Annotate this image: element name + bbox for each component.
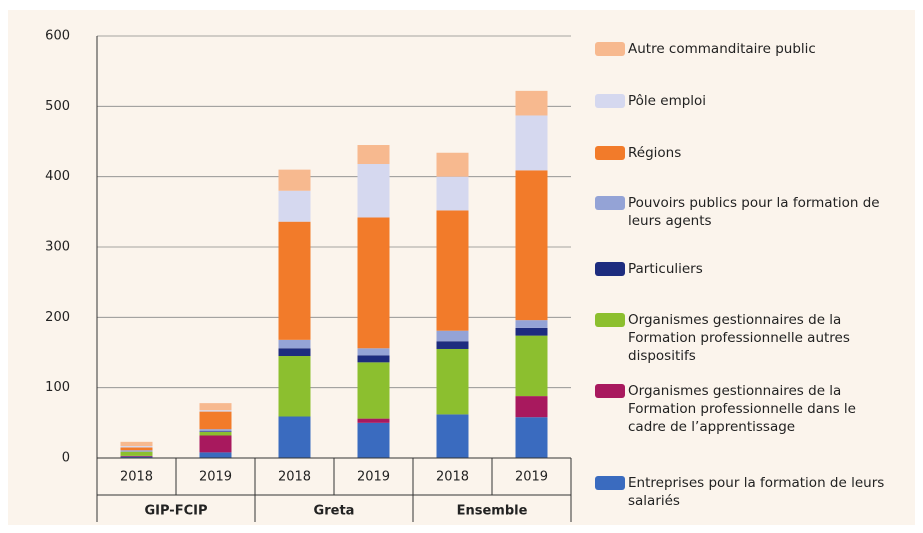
bar-segment: [357, 355, 390, 363]
bar-segment: [515, 327, 548, 336]
bar-segment: [436, 152, 469, 177]
legend-swatch: [595, 196, 625, 210]
legend-swatch: [595, 313, 625, 327]
x-tick-label: 2019: [515, 470, 548, 485]
x-tick-label: 2018: [120, 470, 153, 485]
y-tick-label: 500: [45, 99, 70, 114]
bar-segment: [120, 441, 153, 447]
x-tick-label: 2018: [278, 470, 311, 485]
legend-swatch: [595, 42, 625, 56]
group-label: GIP-FCIP: [145, 504, 208, 519]
bar-segment: [515, 396, 548, 418]
bar-segment: [515, 115, 548, 171]
x-tick-label: 2018: [436, 470, 469, 485]
bar-segment: [199, 431, 232, 436]
x-tick-label: 2019: [357, 470, 390, 485]
legend-label: Organismes gestionnaires de la Formation…: [628, 383, 856, 435]
legend-label: Particuliers: [628, 261, 703, 277]
y-tick-label: 400: [45, 169, 70, 184]
legend-swatch: [595, 476, 625, 490]
bar-segment: [120, 447, 153, 451]
bar-segment: [278, 416, 311, 458]
legend-label: Entreprises pour la formation de leurs s…: [628, 475, 885, 509]
bar-segment: [357, 164, 390, 218]
bar-segment: [357, 362, 390, 419]
bar-segment: [436, 210, 469, 331]
y-tick-label: 100: [45, 380, 70, 395]
bar-segment: [278, 221, 311, 340]
bar-segment: [120, 451, 153, 456]
legend-label: Autre commanditaire public: [628, 41, 816, 57]
y-tick-label: 600: [45, 29, 70, 44]
bar-segment: [515, 170, 548, 321]
bar-segment: [436, 176, 469, 211]
bar-segment: [278, 339, 311, 349]
bar-segment: [357, 145, 390, 165]
y-tick-label: 0: [62, 451, 70, 466]
bar-segment: [357, 348, 390, 356]
bar-segment: [278, 169, 311, 191]
legend-swatch: [595, 262, 625, 276]
bar-segment: [199, 403, 232, 411]
legend-label: Pouvoirs publics pour la formation de le…: [628, 195, 880, 229]
bar-segment: [199, 410, 232, 412]
bar-segment: [515, 417, 548, 458]
bar-segment: [120, 450, 153, 452]
x-tick-label: 2019: [199, 470, 232, 485]
bar-segment: [357, 418, 390, 423]
y-tick-label: 200: [45, 310, 70, 325]
legend-label: Pôle emploi: [628, 93, 707, 109]
bar-segment: [199, 431, 232, 432]
bar-segment: [357, 422, 390, 458]
bar-segment: [436, 330, 469, 342]
bar-segment: [515, 335, 548, 397]
bar-segment: [120, 455, 153, 457]
bar-segment: [436, 348, 469, 415]
bar-segment: [199, 411, 232, 430]
bar-segment: [278, 190, 311, 222]
bar-segment: [199, 435, 232, 453]
legend-label: Régions: [628, 145, 682, 161]
group-label: Greta: [314, 504, 355, 519]
group-label: Ensemble: [457, 504, 528, 519]
legend-swatch: [595, 146, 625, 160]
legend-label: Organismes gestionnaires de la Formation…: [628, 312, 850, 364]
bar-segment: [199, 452, 232, 458]
legend-swatch: [595, 94, 625, 108]
bar-segment: [199, 429, 232, 432]
bar-segment: [278, 356, 311, 417]
y-tick-label: 300: [45, 240, 70, 255]
bar-segment: [357, 217, 390, 349]
bar-segment: [120, 446, 153, 448]
bar-segment: [436, 414, 469, 458]
bar-segment: [278, 348, 311, 357]
bar-segment: [515, 320, 548, 328]
bar-segment: [436, 341, 469, 349]
bar-segment: [515, 90, 548, 116]
bar-segment: [120, 456, 153, 458]
legend-swatch: [595, 384, 625, 398]
